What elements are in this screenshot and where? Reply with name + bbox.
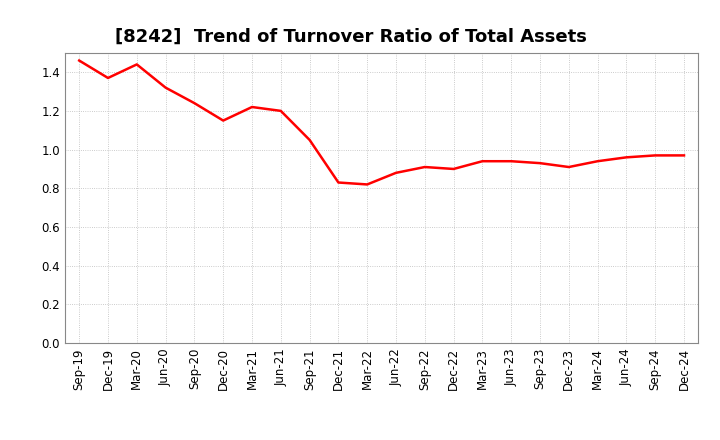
- Text: [8242]  Trend of Turnover Ratio of Total Assets: [8242] Trend of Turnover Ratio of Total …: [115, 28, 588, 46]
